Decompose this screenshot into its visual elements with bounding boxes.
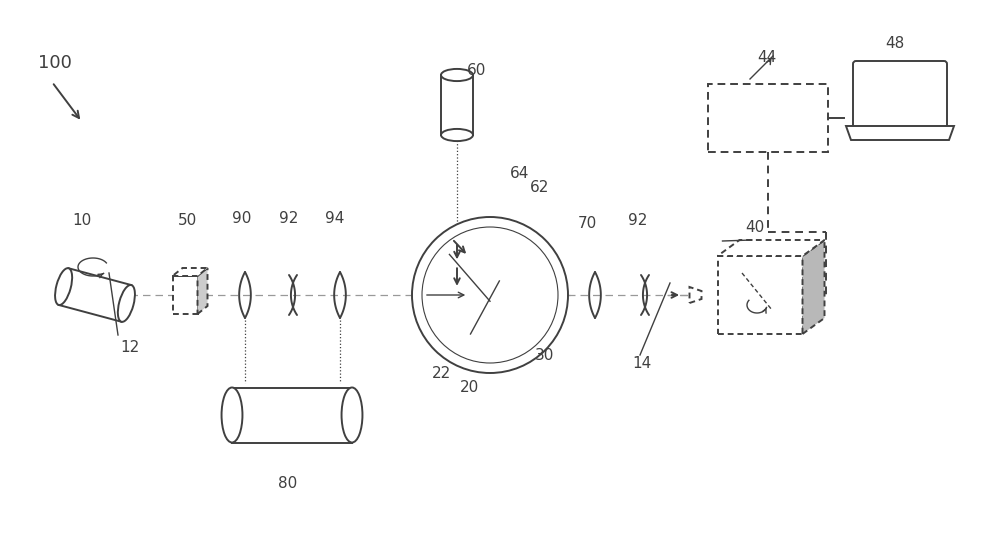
Ellipse shape bbox=[342, 388, 362, 442]
Text: 50: 50 bbox=[178, 213, 197, 228]
Text: 14: 14 bbox=[632, 356, 651, 371]
Text: 60: 60 bbox=[467, 63, 486, 78]
Circle shape bbox=[412, 217, 568, 373]
Text: 70: 70 bbox=[578, 216, 597, 231]
Text: 10: 10 bbox=[72, 213, 91, 228]
Text: 62: 62 bbox=[530, 180, 549, 195]
Text: 48: 48 bbox=[885, 36, 904, 51]
Text: 90: 90 bbox=[232, 211, 251, 226]
Bar bbox=[708, 84, 828, 152]
Text: 100: 100 bbox=[38, 54, 72, 72]
Polygon shape bbox=[802, 240, 824, 334]
Text: 80: 80 bbox=[278, 476, 297, 491]
Text: 12: 12 bbox=[120, 340, 139, 355]
Bar bbox=[718, 256, 802, 334]
Bar bbox=[173, 276, 198, 314]
Polygon shape bbox=[173, 268, 208, 276]
Text: 22: 22 bbox=[432, 366, 451, 381]
Text: 40: 40 bbox=[745, 220, 764, 235]
Ellipse shape bbox=[55, 268, 72, 305]
Text: 44: 44 bbox=[757, 50, 776, 65]
Text: 92: 92 bbox=[279, 211, 298, 226]
Ellipse shape bbox=[118, 285, 135, 322]
Polygon shape bbox=[718, 240, 824, 256]
Ellipse shape bbox=[222, 388, 242, 442]
Ellipse shape bbox=[441, 129, 473, 141]
Polygon shape bbox=[846, 126, 954, 140]
Text: 30: 30 bbox=[535, 348, 554, 363]
Polygon shape bbox=[59, 268, 131, 322]
Polygon shape bbox=[690, 287, 702, 303]
Bar bbox=[441, 75, 473, 135]
Text: 92: 92 bbox=[628, 213, 647, 228]
Bar bbox=[232, 388, 352, 442]
Ellipse shape bbox=[441, 69, 473, 81]
Text: 20: 20 bbox=[460, 380, 479, 395]
Text: 94: 94 bbox=[325, 211, 344, 226]
FancyBboxPatch shape bbox=[853, 61, 947, 129]
Text: 64: 64 bbox=[510, 166, 529, 181]
Polygon shape bbox=[198, 268, 208, 314]
